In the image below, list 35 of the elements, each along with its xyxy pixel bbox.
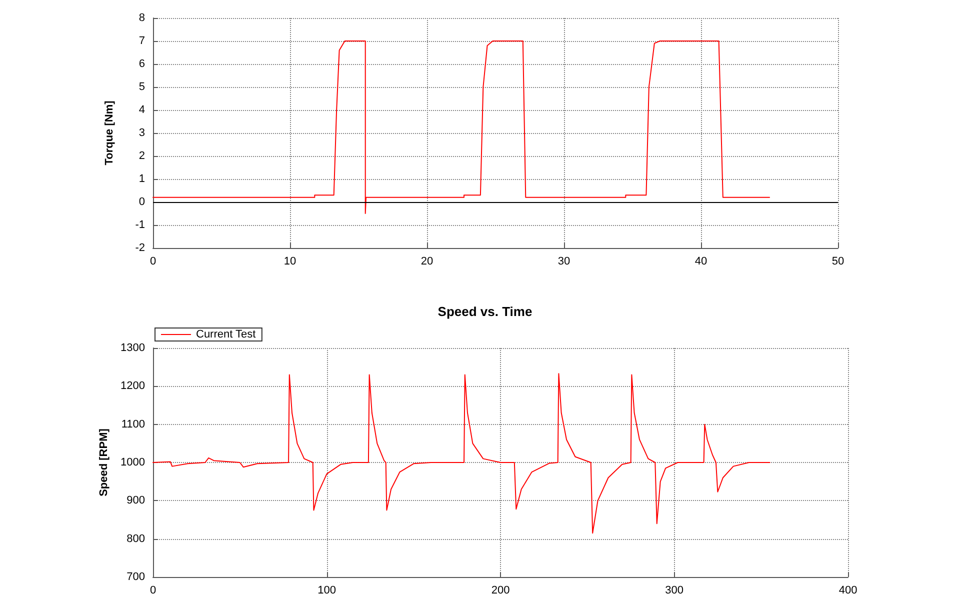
x-tick-label: 10 <box>284 256 296 268</box>
y-tick-label: 2 <box>138 150 145 162</box>
y-axis-title: Torque [Nm] <box>104 100 116 166</box>
y-tick-label: 0 <box>138 196 145 208</box>
line-series <box>152 373 770 534</box>
y-tick-label: 1000 <box>120 456 145 468</box>
y-tick-label: 900 <box>126 494 145 507</box>
x-tick-label: 50 <box>832 256 844 268</box>
line-series <box>152 40 770 214</box>
y-axis-title: Speed [RPM] <box>98 428 110 496</box>
y-tick-label: 5 <box>138 81 145 93</box>
y-tick-label: 7 <box>138 35 145 47</box>
x-tick-label: 100 <box>318 584 336 596</box>
y-tick-label: 4 <box>138 104 145 116</box>
y-tick-label: 1300 <box>120 342 145 354</box>
y-tick-label: -2 <box>135 242 145 254</box>
y-tick-label: 800 <box>126 532 145 545</box>
y-tick-label: 3 <box>138 127 145 139</box>
x-tick-label: 0 <box>150 256 156 268</box>
legend-label: Current Test <box>196 328 256 340</box>
x-tick-label: 30 <box>558 256 570 268</box>
x-tick-label: 400 <box>838 584 858 596</box>
y-tick-label: 1200 <box>120 380 145 392</box>
y-tick-label: 700 <box>126 571 145 583</box>
y-tick-label: 1 <box>138 173 145 185</box>
y-tick-label: 6 <box>138 58 145 70</box>
y-tick-label: 8 <box>138 12 145 24</box>
y-tick-label: 1100 <box>121 418 145 430</box>
x-tick-label: 200 <box>491 584 510 596</box>
x-tick-label: 20 <box>420 256 434 268</box>
y-tick-label: -1 <box>135 219 145 231</box>
x-tick-label: 300 <box>665 584 684 596</box>
chart-title: Speed vs. Time <box>438 304 532 319</box>
x-tick-label: 40 <box>694 256 708 268</box>
x-tick-label: 0 <box>150 584 156 596</box>
